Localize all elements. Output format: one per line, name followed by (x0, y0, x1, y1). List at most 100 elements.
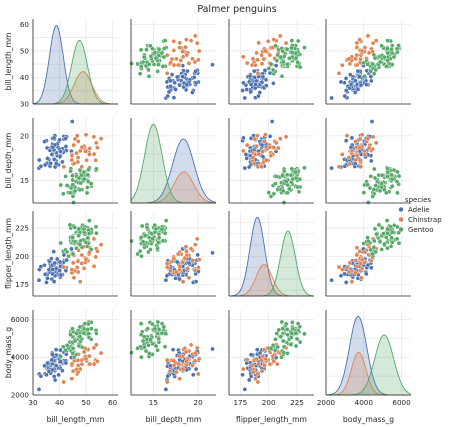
point-adelie (195, 252, 201, 258)
x-tick-label: 6000 (392, 398, 411, 407)
point-gentoo (285, 351, 290, 356)
kde-fill-adelie (326, 316, 411, 395)
point-gentoo (85, 327, 91, 332)
point-gentoo (135, 345, 140, 351)
point-chinstrap (98, 350, 104, 356)
point-chinstrap (254, 356, 259, 362)
point-gentoo (284, 327, 290, 332)
point-chinstrap (188, 342, 194, 348)
point-chinstrap (186, 275, 192, 281)
point-adelie (256, 93, 261, 99)
y-tick-label: 20 (20, 131, 30, 140)
point-gentoo (391, 54, 397, 60)
chart-title: Palmer penguins (197, 4, 276, 15)
point-adelie (259, 142, 265, 148)
point-chinstrap (164, 70, 170, 76)
kde-fill-gentoo (326, 334, 411, 395)
point-chinstrap (244, 357, 250, 363)
point-gentoo (87, 218, 92, 223)
point-chinstrap (87, 152, 92, 157)
point-chinstrap (354, 263, 360, 269)
point-chinstrap (87, 353, 92, 359)
point-gentoo (129, 350, 134, 356)
point-gentoo (371, 244, 377, 250)
point-gentoo (148, 43, 153, 49)
point-chinstrap (180, 279, 186, 285)
point-gentoo (64, 249, 70, 255)
y-axis-label: body_mass_g (4, 327, 13, 378)
point-chinstrap (240, 148, 246, 154)
point-chinstrap (171, 38, 177, 44)
point-gentoo (285, 61, 290, 67)
point-adelie (45, 275, 50, 281)
point-adelie (64, 257, 69, 263)
point-gentoo (379, 43, 385, 49)
point-chinstrap (357, 37, 363, 42)
point-gentoo (381, 187, 387, 193)
point-gentoo (86, 231, 92, 236)
point-gentoo (129, 61, 134, 66)
point-gentoo (77, 241, 83, 247)
point-adelie (36, 157, 42, 163)
point-chinstrap (69, 157, 75, 163)
point-adelie (69, 246, 74, 252)
point-adelie (244, 156, 250, 161)
point-chinstrap (255, 371, 260, 377)
point-chinstrap (91, 361, 97, 367)
point-chinstrap (95, 248, 100, 254)
point-gentoo (372, 175, 378, 181)
point-gentoo (67, 222, 73, 228)
point-chinstrap (250, 155, 256, 160)
point-chinstrap (190, 258, 195, 263)
point-gentoo (395, 224, 400, 230)
point-chinstrap (362, 249, 368, 255)
point-adelie (210, 62, 215, 68)
point-gentoo (79, 172, 84, 178)
point-gentoo (159, 330, 165, 336)
point-adelie (338, 79, 344, 85)
point-chinstrap (81, 266, 87, 271)
point-gentoo (155, 245, 160, 251)
point-gentoo (144, 47, 149, 53)
point-chinstrap (344, 265, 350, 270)
kde-fill-chinstrap (229, 264, 314, 296)
point-chinstrap (91, 345, 97, 351)
y-tick-label: 6000 (11, 315, 30, 324)
point-chinstrap (71, 142, 77, 148)
x-tick-label: 20 (194, 398, 204, 407)
point-chinstrap (74, 265, 80, 270)
x-axis-label: flipper_length_mm (236, 415, 307, 424)
point-chinstrap (87, 146, 93, 151)
point-adelie (184, 367, 190, 373)
point-gentoo (141, 54, 147, 60)
point-adelie (329, 277, 334, 283)
point-gentoo (385, 230, 390, 236)
point-chinstrap (263, 356, 268, 362)
point-adelie (347, 72, 353, 77)
point-adelie (60, 159, 65, 165)
point-gentoo (63, 174, 68, 179)
point-adelie (174, 259, 180, 265)
point-gentoo (379, 225, 385, 231)
point-gentoo (289, 38, 295, 43)
point-chinstrap (192, 358, 198, 364)
point-gentoo (155, 62, 161, 67)
point-gentoo (155, 240, 161, 245)
point-adelie (58, 347, 63, 353)
point-chinstrap (180, 49, 185, 54)
point-adelie (248, 374, 254, 379)
point-chinstrap (263, 157, 269, 163)
point-gentoo (146, 351, 152, 356)
kde-fill-gentoo (33, 40, 118, 104)
panel-body_mass_g-vs-flipper_length_mm (228, 310, 314, 396)
point-chinstrap (370, 134, 376, 140)
point-adelie (248, 352, 254, 358)
point-adelie (259, 79, 265, 85)
point-gentoo (383, 64, 389, 69)
point-gentoo (377, 59, 383, 65)
point-adelie (240, 372, 245, 378)
point-chinstrap (74, 150, 79, 156)
point-chinstrap (358, 275, 364, 281)
point-gentoo (160, 64, 166, 69)
point-gentoo (293, 55, 299, 61)
